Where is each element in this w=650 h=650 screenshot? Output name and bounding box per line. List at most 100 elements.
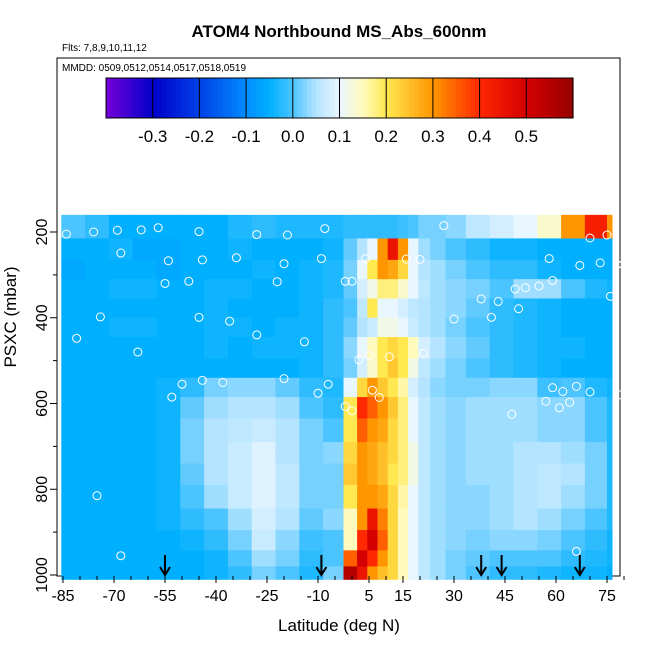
x-tick-label: -70 (102, 588, 125, 605)
heatmap-cell (227, 397, 253, 420)
heatmap-cell (445, 377, 467, 398)
heatmap-cell (430, 508, 446, 531)
colorbar-strip (241, 78, 247, 118)
sample-point (486, 312, 496, 322)
heatmap-cell (204, 317, 229, 338)
heatmap-cell (204, 259, 229, 280)
heatmap-cell (343, 442, 358, 465)
heatmap-cell (180, 550, 205, 567)
heatmap-cell (323, 418, 344, 443)
colorbar-tick-label: 0.1 (328, 127, 352, 146)
heatmap-cell (85, 337, 110, 359)
heatmap-cell (108, 418, 134, 443)
heatmap-cell (584, 529, 608, 551)
colorbar-strip (236, 78, 243, 118)
heatmap-cell (156, 463, 181, 486)
heatmap-cell (418, 418, 431, 443)
heatmap-cell (584, 566, 608, 580)
heatmap-cell (561, 317, 586, 338)
sample-point (361, 254, 371, 264)
heatmap-cell (537, 508, 562, 531)
heatmap-cell (377, 259, 389, 280)
heatmap-cell (561, 418, 586, 443)
heatmap-cell (85, 442, 110, 465)
heatmap-cell (357, 259, 368, 280)
x-tick-label: 15 (394, 588, 412, 605)
heatmap-cell (132, 317, 157, 338)
colorbar-strip (479, 78, 485, 118)
sample-point (340, 402, 350, 412)
heatmap-cell (156, 377, 181, 398)
heatmap-cell (357, 358, 368, 379)
heatmap-cell (387, 214, 399, 239)
heatmap-cell (108, 529, 134, 551)
x-tick-label: 5 (365, 588, 374, 605)
heatmap-cell (108, 442, 134, 465)
heatmap-cell (299, 418, 324, 443)
heatmap-cell (430, 337, 446, 359)
heatmap-cell (489, 377, 514, 398)
colorbar-strip (190, 78, 196, 118)
heatmap-cell (489, 337, 514, 359)
heatmap-cell (251, 484, 276, 510)
heatmap-cell (251, 279, 276, 299)
heatmap-cell (357, 550, 368, 567)
heatmap-cell (251, 397, 276, 420)
latitude-arrows (159, 555, 586, 577)
colorbar-strip (269, 78, 275, 118)
heatmap-cell (408, 259, 419, 280)
colorbar-strip (437, 78, 443, 118)
heatmap-cell (607, 358, 613, 379)
heatmap-cell (465, 317, 491, 338)
heatmap-cell (180, 298, 205, 319)
heatmap-cell (180, 508, 205, 531)
colorbar-strip (381, 78, 387, 118)
heatmap-cell (445, 484, 467, 510)
heatmap-cell (445, 317, 467, 338)
colorbar-strip (166, 78, 172, 118)
sample-point (320, 224, 330, 234)
heatmap-cell (323, 317, 344, 338)
heatmap-cell (61, 418, 86, 443)
colorbar-strip (143, 78, 149, 118)
colorbar-strip (502, 78, 509, 118)
heatmap-cell (204, 529, 229, 551)
heatmap-cell (251, 508, 276, 531)
colorbar-strip (544, 78, 551, 118)
heatmap-cell (397, 238, 409, 261)
colorbar-strip (288, 78, 294, 118)
heatmap-cell (397, 298, 409, 319)
heatmap-cell (387, 442, 399, 465)
heatmap-cell (489, 463, 514, 486)
sample-point (197, 375, 207, 385)
heatmap-cell (377, 529, 389, 551)
heatmap-cell (537, 566, 562, 580)
heatmap-cell (275, 484, 300, 510)
heatmap-cell (387, 317, 399, 338)
heatmap-cell (377, 566, 389, 580)
heatmap-cell (275, 214, 300, 239)
colorbar-strip (204, 78, 210, 118)
heatmap-cell (323, 550, 344, 567)
heatmap-cell (418, 397, 431, 420)
heatmap-cell (397, 418, 409, 443)
heatmap-cell (367, 238, 378, 261)
heatmap-cell (513, 337, 538, 359)
heatmap-cell (275, 259, 300, 280)
heatmap-cell (180, 566, 205, 580)
heatmap-cell (227, 529, 253, 551)
sample-point (585, 387, 595, 397)
y-tick-label: 400 (34, 304, 51, 331)
sample-point (585, 233, 595, 243)
sample-point (541, 396, 551, 406)
heatmap-cell (357, 484, 368, 510)
heatmap-cell (537, 317, 562, 338)
heatmap-cell (85, 566, 110, 580)
sample-point (252, 230, 262, 240)
heatmap-cell (367, 550, 378, 567)
colorbar-strip (390, 78, 397, 118)
heatmap-cell (204, 550, 229, 567)
heatmap-cell (537, 484, 562, 510)
heatmap-cell (387, 337, 399, 359)
heatmap-cell (61, 279, 86, 299)
